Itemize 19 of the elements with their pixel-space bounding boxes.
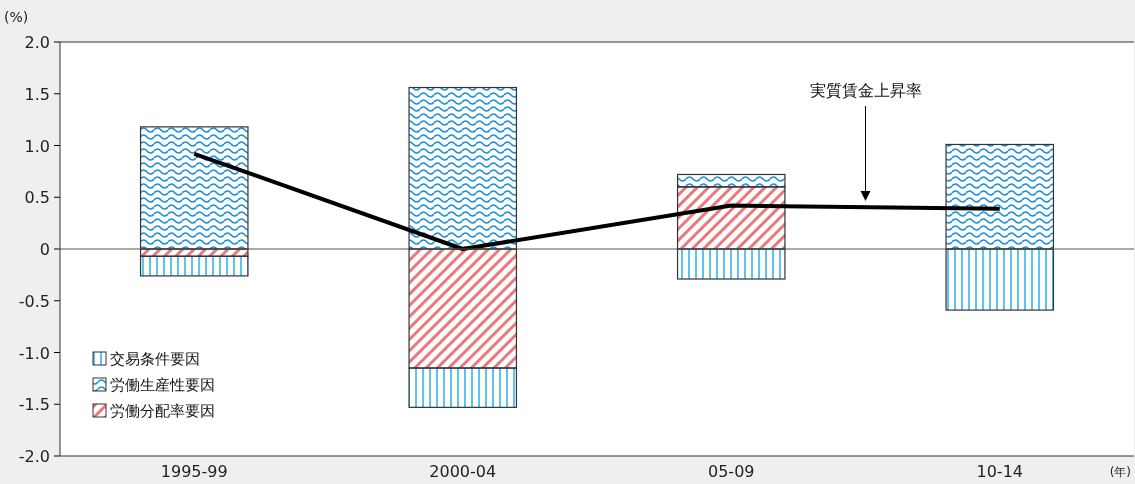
y-axis-title: (%) xyxy=(4,9,29,25)
y-tick-label: -1.5 xyxy=(18,395,50,415)
y-tick-label: 0.5 xyxy=(24,188,50,208)
y-tick-label: -2.0 xyxy=(18,447,50,466)
y-tick-label: 1.5 xyxy=(24,84,50,104)
y-tick-label: 2.0 xyxy=(24,33,50,52)
y-tick-label: 0 xyxy=(39,240,50,259)
legend-label: 労働分配率要因 xyxy=(110,402,215,420)
x-tick-label: 2000-04 xyxy=(429,462,497,481)
y-tick-label: 1.0 xyxy=(24,136,50,156)
legend-label: 交易条件要因 xyxy=(110,350,200,368)
x-tick-label: 05-09 xyxy=(708,462,755,481)
y-tick-label: -0.5 xyxy=(18,291,50,311)
text: 実質賃金上昇率 xyxy=(809,81,922,100)
y-tick-label: -1.0 xyxy=(18,343,50,363)
legend-label: 労働生産性要因 xyxy=(110,376,215,394)
x-tick-label: 10-14 xyxy=(976,462,1023,481)
x-tick-label: 1995-99 xyxy=(160,462,228,481)
x-axis-title: (年) xyxy=(1109,465,1131,479)
